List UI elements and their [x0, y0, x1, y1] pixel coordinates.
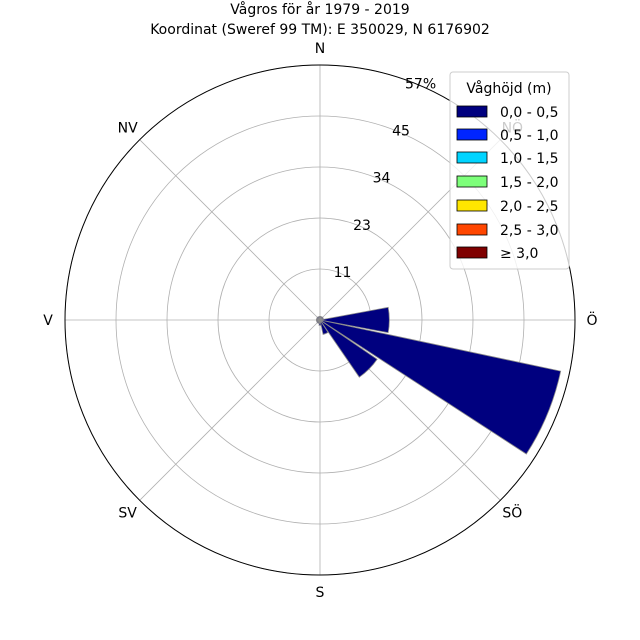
rose-bar: [319, 317, 324, 321]
legend-label: 1,5 - 2,0: [500, 175, 558, 191]
dir-label-sv: SV: [118, 505, 137, 521]
legend-swatch: [456, 246, 488, 259]
legend: Våghöjd (m) 0,0 - 0,5 0,5 - 1,0 1,0 - 1,…: [449, 71, 570, 270]
legend-swatch: [456, 199, 488, 212]
legend-label: 2,5 - 3,0: [500, 223, 558, 239]
legend-entry: 1,5 - 2,0: [456, 175, 558, 191]
chart-subtitle: Koordinat (Sweref 99 TM): E 350029, N 61…: [150, 22, 490, 38]
legend-label: 1,0 - 1,5: [500, 151, 558, 167]
dir-label-nv: NV: [118, 121, 138, 137]
ring-label-2: 23: [353, 218, 371, 234]
legend-swatch: [456, 128, 488, 141]
ring-labels: 11 23 34 45 57%: [334, 76, 437, 280]
legend-swatch: [456, 105, 488, 118]
rose-bar: [319, 319, 329, 335]
legend-entry: 2,5 - 3,0: [456, 223, 558, 239]
dir-label-so: SÖ: [502, 503, 522, 521]
legend-label: ≥ 3,0: [500, 246, 538, 262]
grid-spoke: [139, 139, 321, 321]
rose-bar: [318, 319, 322, 326]
rose-bar: [319, 319, 378, 378]
legend-title: Våghöjd (m): [466, 80, 551, 97]
polar-frame: [64, 64, 576, 576]
legend-box: [449, 71, 570, 270]
grid-spoke: [139, 319, 321, 501]
chart-title: Vågros för år 1979 - 2019: [230, 1, 409, 18]
ring-label-5: 57%: [405, 76, 436, 92]
legend-label: 0,5 - 1,0: [500, 128, 558, 144]
rose-bar: [319, 306, 390, 334]
legend-entry: 0,0 - 0,5: [456, 105, 558, 121]
legend-entry: 1,0 - 1,5: [456, 151, 558, 167]
bars-group: [316, 306, 562, 455]
legend-entry: 2,0 - 2,5: [456, 199, 558, 215]
legend-swatch: [456, 175, 488, 188]
dir-label-o: Ö: [586, 311, 597, 329]
legend-entry: 0,5 - 1,0: [456, 128, 558, 144]
dir-label-s: S: [316, 585, 325, 601]
ring-label-3: 34: [373, 171, 391, 187]
ring-label-1: 11: [334, 265, 352, 281]
legend-entry: ≥ 3,0: [456, 246, 538, 262]
legend-swatch: [456, 223, 488, 236]
legend-label: 0,0 - 0,5: [500, 105, 558, 121]
rose-bar: [319, 319, 562, 455]
legend-swatch: [456, 151, 488, 164]
legend-label: 2,0 - 2,5: [500, 199, 558, 215]
ring-label-4: 45: [392, 124, 410, 140]
dir-label-v: V: [43, 313, 53, 329]
dir-label-n: N: [315, 41, 325, 57]
